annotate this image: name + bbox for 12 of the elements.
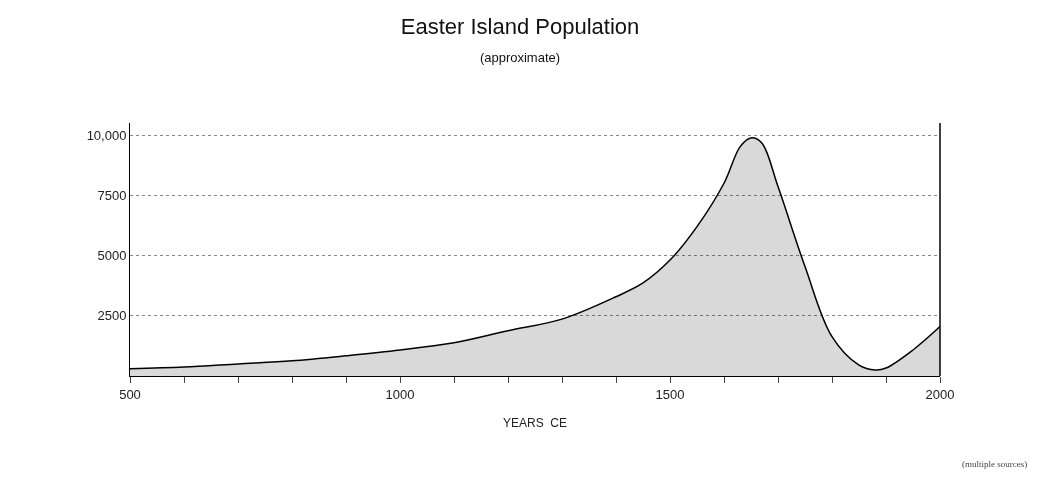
- x-axis-title: YEARS CE: [502, 416, 568, 431]
- chart-title: Easter Island Population: [400, 13, 640, 39]
- y-tick-label: 7500: [97, 187, 127, 203]
- x-tick-label: 2000: [925, 386, 955, 402]
- text: (multiple sources): [962, 459, 1028, 469]
- y-tick-label: 10,000: [86, 127, 127, 143]
- y-tick-label: 5000: [97, 248, 127, 264]
- chart-subtitle: (approximate): [479, 50, 561, 66]
- x-tick-label: 1000: [385, 386, 415, 402]
- x-tick-label: 500: [119, 386, 141, 402]
- x-tick-label: 1500: [655, 386, 685, 402]
- y-tick-label: 2500: [97, 308, 127, 324]
